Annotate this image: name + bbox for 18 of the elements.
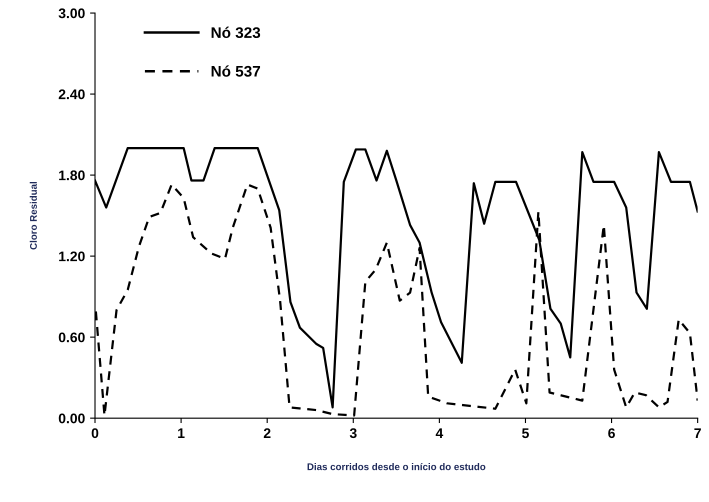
x-axis-title: Dias corridos desde o início do estudo: [308, 462, 486, 470]
x-tick-label: 5: [522, 428, 529, 438]
x-tick-label: 7: [694, 428, 701, 438]
y-tick-label: 0.00: [58, 414, 85, 424]
y-tick-label: 1.80: [59, 170, 85, 180]
y-tick-label: 1.20: [59, 251, 85, 262]
x-tick-label: 0: [92, 428, 98, 438]
x-tick-label: 3: [350, 428, 357, 438]
legend-label: Nó 537: [212, 65, 260, 77]
y-tick-label: 0.60: [58, 332, 85, 342]
y-tick-label: 3.00: [58, 8, 85, 18]
x-tick-label: 4: [436, 428, 444, 438]
y-axis-title: Cloro Residual: [30, 182, 37, 250]
x-tick-label: 1: [178, 428, 185, 438]
x-tick-label: 6: [608, 428, 615, 438]
legend-label: Nó 323: [212, 26, 260, 38]
x-tick-label: 2: [264, 428, 270, 438]
y-tick-label: 2.40: [58, 89, 85, 100]
